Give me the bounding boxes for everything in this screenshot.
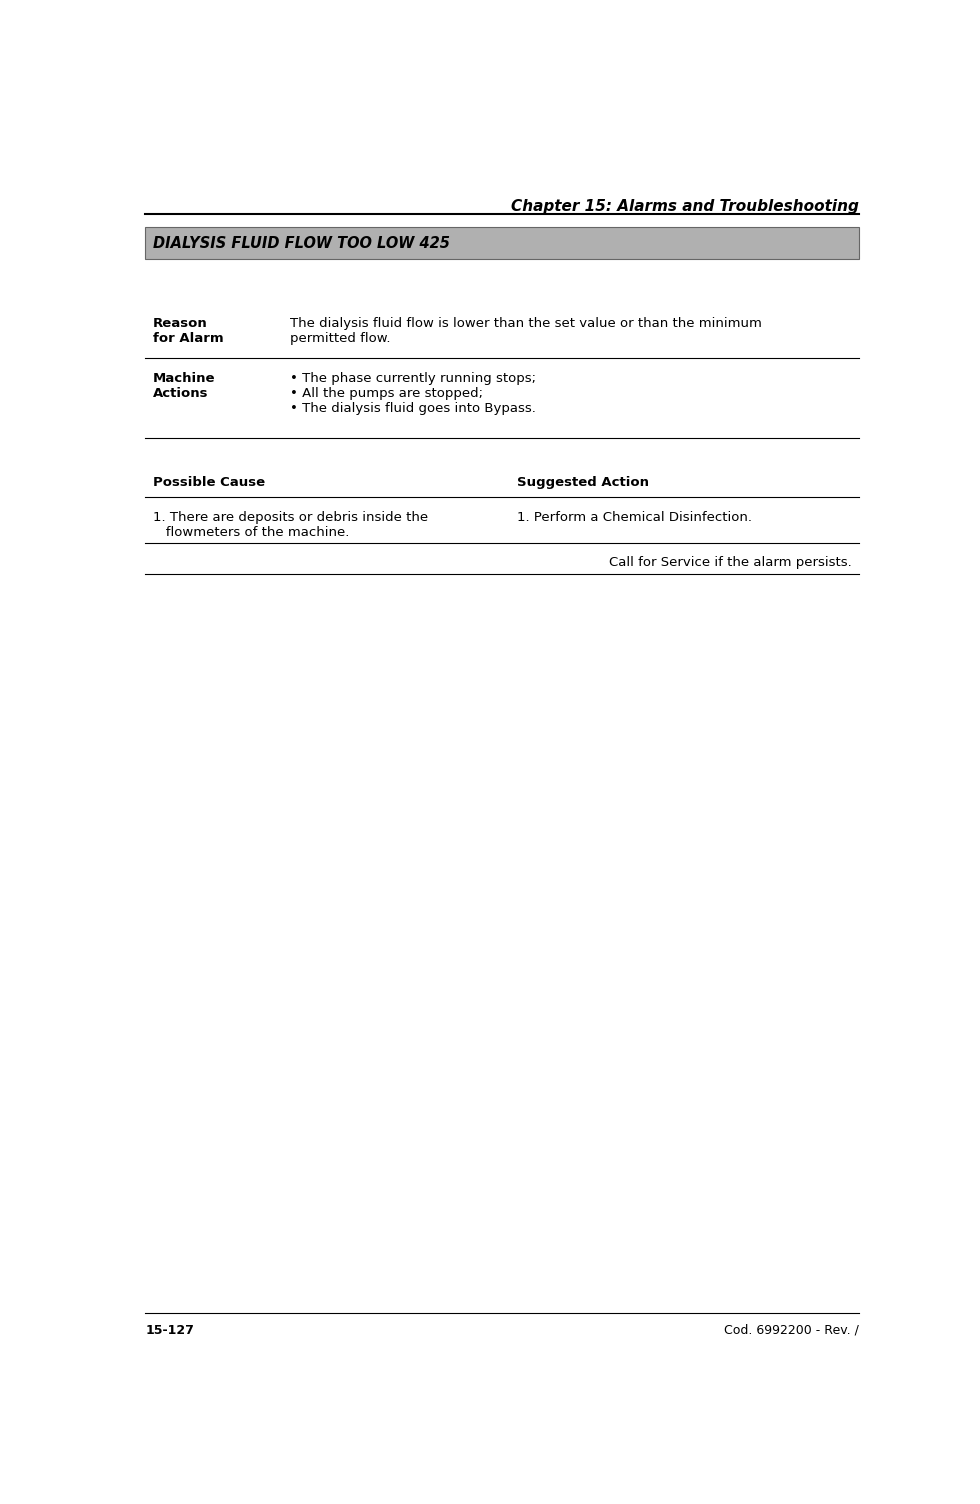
Text: Call for Service if the alarm persists.: Call for Service if the alarm persists. bbox=[609, 555, 852, 569]
Text: 15-127: 15-127 bbox=[145, 1324, 194, 1337]
Text: 1. Perform a Chemical Disinfection.: 1. Perform a Chemical Disinfection. bbox=[517, 510, 753, 523]
Text: Chapter 15: Alarms and Troubleshooting: Chapter 15: Alarms and Troubleshooting bbox=[512, 199, 859, 214]
Text: The dialysis fluid flow is lower than the set value or than the minimum
permitte: The dialysis fluid flow is lower than th… bbox=[290, 317, 761, 344]
Text: 1. There are deposits or debris inside the
   flowmeters of the machine.: 1. There are deposits or debris inside t… bbox=[153, 510, 428, 538]
Text: Suggested Action: Suggested Action bbox=[517, 475, 650, 489]
Text: Reason
for Alarm: Reason for Alarm bbox=[153, 317, 223, 344]
FancyBboxPatch shape bbox=[145, 227, 859, 259]
Text: Cod. 6992200 - Rev. /: Cod. 6992200 - Rev. / bbox=[724, 1324, 859, 1337]
Text: Possible Cause: Possible Cause bbox=[153, 475, 265, 489]
Text: DIALYSIS FLUID FLOW TOO LOW 425: DIALYSIS FLUID FLOW TOO LOW 425 bbox=[153, 236, 450, 251]
Text: • The phase currently running stops;
• All the pumps are stopped;
• The dialysis: • The phase currently running stops; • A… bbox=[290, 371, 536, 415]
Text: Machine
Actions: Machine Actions bbox=[153, 371, 216, 400]
